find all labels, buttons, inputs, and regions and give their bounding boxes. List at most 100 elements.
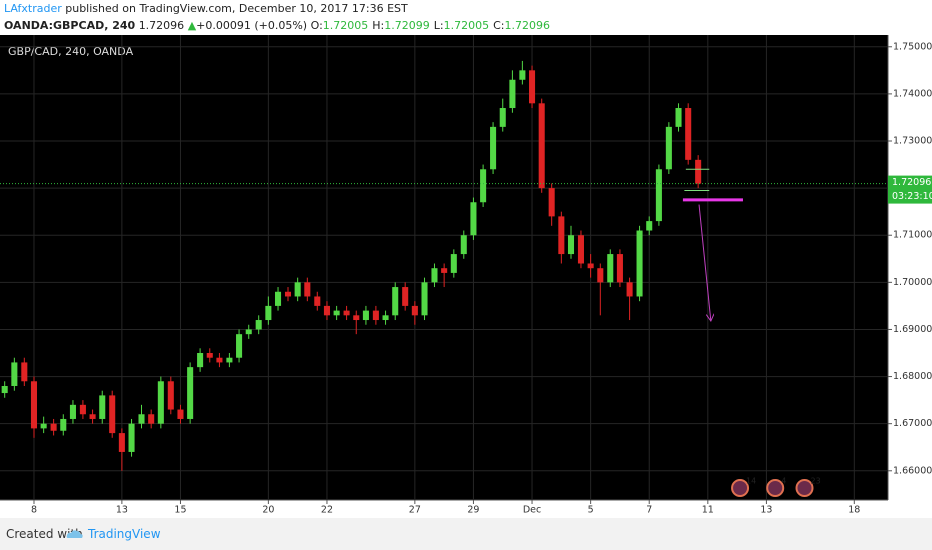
candle-body [60, 418, 67, 431]
ohlc: O:1.72005 H:1.72099 L:1.72005 C:1.72096 [311, 19, 554, 32]
candle-body [695, 159, 702, 184]
candle-body [655, 169, 662, 222]
y-tick-label: 1.75000 [893, 41, 932, 52]
x-tick-label: 5 [588, 505, 594, 516]
symbol: OANDA:GBPCAD, 240 [4, 19, 136, 32]
candle-body [21, 362, 28, 382]
candle-body [460, 235, 467, 255]
x-tick-label: 13 [116, 505, 128, 516]
candle-body [509, 79, 516, 109]
x-tick-label: 20 [262, 505, 274, 516]
candle-body [607, 254, 614, 283]
author[interactable]: LAfxtrader [4, 2, 62, 15]
ohlc-value: 1.72005 [443, 19, 490, 32]
candle-body [109, 395, 116, 434]
candle-body [626, 282, 633, 297]
ohlc-value: 1.72005 [322, 19, 369, 32]
candle-body [675, 108, 682, 127]
x-tick-label: Dec [523, 505, 541, 516]
candle-body [362, 310, 369, 321]
candle-body [499, 108, 506, 127]
candle-body [392, 287, 399, 316]
logo [66, 530, 83, 538]
candle-body [343, 310, 350, 316]
chart-title: GBP/CAD, 240, OANDA [8, 45, 134, 58]
candle-body [138, 414, 145, 424]
candle-body [519, 70, 526, 80]
drawing-arrow [698, 204, 711, 320]
candle-body [167, 381, 174, 410]
published: published on TradingView.com, December 1… [65, 2, 408, 15]
candle-body [304, 282, 311, 297]
candle-body [226, 357, 233, 363]
price: 1.72096 [138, 19, 185, 32]
event-count: 4 [781, 477, 786, 486]
candle-body [665, 126, 672, 170]
candle-body [558, 216, 565, 255]
ohlc-label: H: [372, 19, 385, 32]
brand[interactable]: TradingView [88, 527, 161, 541]
candle-body [79, 404, 86, 415]
candle-body [372, 310, 379, 321]
candle-body [216, 357, 223, 363]
countdown: 03:23:10 [892, 191, 932, 202]
candle-body [431, 268, 438, 283]
candle-body [284, 291, 292, 297]
candle-body [323, 305, 330, 316]
candle-body [685, 108, 692, 160]
ohlc-value: 1.72096 [504, 19, 551, 32]
event-icon [731, 479, 750, 497]
candle-body [616, 254, 623, 283]
y-tick-label: 1.66000 [893, 465, 932, 476]
candle-body [441, 268, 448, 273]
candle-body [236, 334, 243, 358]
candle-body [11, 362, 18, 386]
ohlc-label: L: [433, 19, 444, 32]
header: LAfxtrader published on TradingView.com,… [0, 0, 932, 35]
event-count: 23 [811, 477, 821, 486]
candle-body [245, 329, 252, 335]
candle-body [421, 282, 428, 316]
change: +0.00091 (+0.05%) [196, 19, 308, 32]
x-tick-label: 18 [848, 505, 860, 516]
candle-body [587, 263, 594, 269]
candle-body [206, 353, 213, 358]
candle-body [197, 353, 204, 368]
candle-body [275, 291, 282, 306]
candle-body [187, 367, 194, 419]
candle-body [548, 188, 555, 217]
x-tick-label: 22 [321, 505, 333, 516]
candle-body [1, 385, 8, 394]
event-count: 14 [746, 477, 756, 486]
candle-body [470, 202, 477, 236]
quote-line: OANDA:GBPCAD, 240 1.72096 ▲+0.00091 (+0.… [4, 19, 554, 32]
candle-body [69, 404, 76, 419]
candle-body [450, 254, 457, 273]
event-icon [795, 479, 814, 497]
candle-body [529, 70, 536, 104]
candle-body [333, 310, 340, 316]
candle-body [99, 395, 106, 419]
price-box [888, 175, 932, 204]
chart: GBP/CAD, 240, OANDA 1.66000 1.67000 1.6800… [0, 35, 932, 516]
event-icon [766, 479, 785, 497]
x-tick-label: 15 [174, 505, 186, 516]
footer: Created with TradingView [0, 518, 932, 550]
candle-body [50, 423, 57, 431]
ohlc-label: O: [310, 19, 323, 32]
price-label: 1.72096 [892, 177, 931, 188]
ohlc-value: 1.72099 [384, 19, 430, 32]
candle-body [411, 305, 418, 316]
x-tick-label: 13 [760, 505, 772, 516]
candle-body [402, 287, 409, 306]
candle-body [353, 315, 360, 321]
candle-body [265, 305, 272, 321]
y-tick-label: 1.67000 [893, 418, 932, 429]
candle-body [314, 296, 321, 306]
candle-body [538, 103, 545, 189]
candle-body [567, 235, 575, 255]
y-tick-label: 1.71000 [893, 230, 932, 241]
x-tick-label: 7 [646, 505, 652, 516]
candle-body [148, 414, 155, 424]
